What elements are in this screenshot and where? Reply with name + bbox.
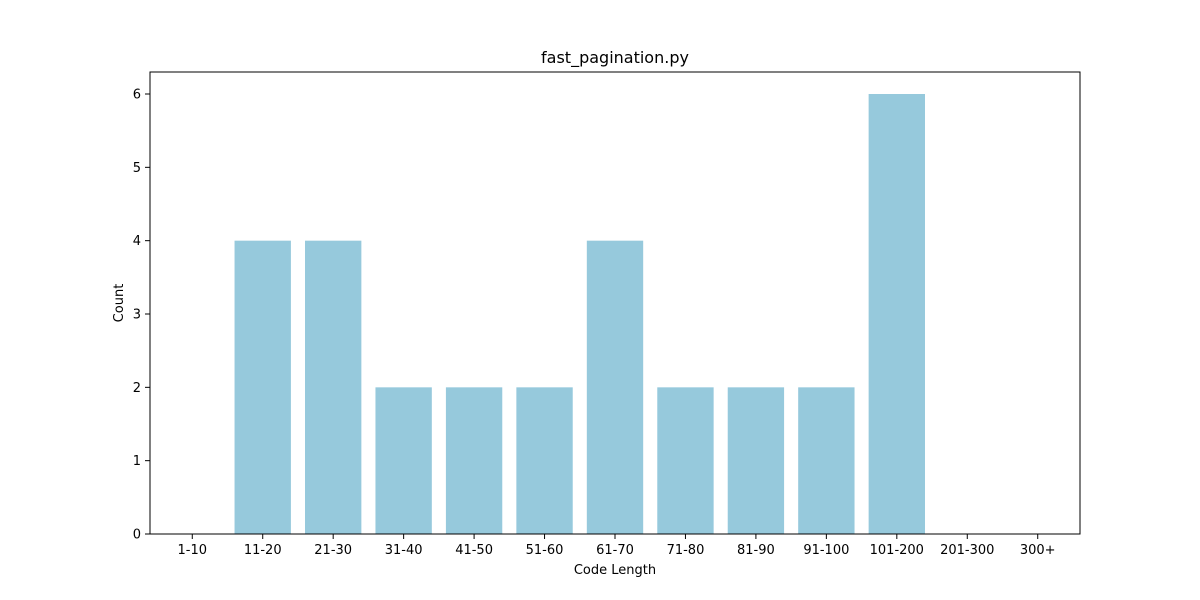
x-tick-label: 61-70 bbox=[596, 543, 634, 558]
bar-31-40 bbox=[375, 387, 432, 534]
y-tick-label: 6 bbox=[133, 88, 141, 103]
y-tick-label: 4 bbox=[133, 234, 141, 249]
x-axis: 1-10 11-20 21-30 31-40 41-50 51-60 61-70 71-80 8… bbox=[178, 534, 1056, 558]
x-tick-label: 201-300 bbox=[940, 543, 994, 558]
x-tick-label: 91-100 bbox=[803, 543, 849, 558]
y-tick-label: 1 bbox=[133, 454, 141, 469]
y-axis: 0 1 2 3 4 5 6 bbox=[133, 88, 150, 543]
x-tick-label: 1-10 bbox=[178, 543, 208, 558]
bar-71-80 bbox=[657, 387, 714, 534]
bar-41-50 bbox=[445, 387, 503, 534]
y-tick-label: 5 bbox=[133, 161, 141, 176]
x-tick-label: 21-30 bbox=[314, 543, 352, 558]
x-tick-label: 31-40 bbox=[385, 543, 423, 558]
bar-11-20 bbox=[234, 240, 291, 534]
bars-layer bbox=[234, 94, 925, 534]
x-axis-title: Code Length bbox=[574, 563, 656, 578]
chart-title: fast_pagination.py bbox=[541, 48, 689, 68]
x-tick-label: 101-200 bbox=[870, 543, 924, 558]
x-tick-label: 81-90 bbox=[737, 543, 775, 558]
x-tick-label: 71-80 bbox=[667, 543, 705, 558]
y-axis-title: Count bbox=[112, 284, 127, 323]
bar-61-70 bbox=[586, 240, 644, 534]
y-tick-label: 0 bbox=[133, 528, 141, 543]
bar-21-30 bbox=[305, 240, 362, 534]
x-tick-label: 41-50 bbox=[455, 543, 493, 558]
x-tick-label: 11-20 bbox=[244, 543, 282, 558]
bar-91-100 bbox=[798, 387, 855, 534]
x-tick-label: 51-60 bbox=[526, 543, 564, 558]
x-tick-label: 300+ bbox=[1020, 543, 1056, 558]
bar-81-90 bbox=[727, 387, 785, 534]
bar-51-60 bbox=[516, 387, 573, 534]
y-tick-label: 2 bbox=[133, 381, 141, 396]
y-tick-label: 3 bbox=[133, 308, 141, 323]
bar-101-200 bbox=[868, 94, 925, 534]
